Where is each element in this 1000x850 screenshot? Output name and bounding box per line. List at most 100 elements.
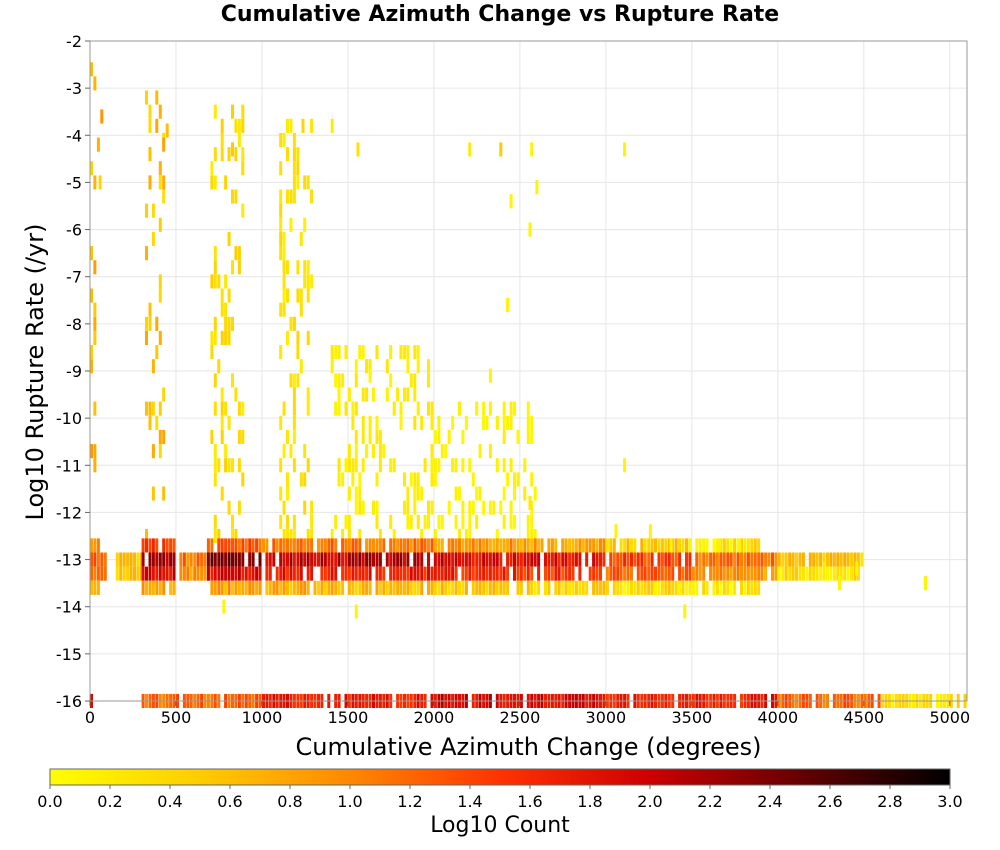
heatmap-cell (447, 538, 451, 553)
heatmap-cell (303, 175, 307, 190)
heatmap-cell (155, 552, 159, 567)
heatmap-cell (196, 552, 200, 567)
heatmap-cell (595, 580, 599, 595)
heatmap-cell (268, 566, 272, 581)
heatmap-cell (433, 552, 437, 567)
heatmap-cell (375, 552, 379, 567)
heatmap-cell (427, 514, 430, 529)
heatmap-cell (234, 147, 238, 162)
heatmap-cell (279, 538, 283, 553)
heatmap-cell (220, 288, 224, 303)
heatmap-cell (237, 401, 241, 416)
heatmap-cell (427, 500, 430, 515)
heatmap-cell (262, 538, 265, 553)
heatmap-cell (647, 580, 651, 595)
heatmap-cell (430, 401, 434, 416)
heatmap-cell (361, 387, 365, 402)
heatmap-cell (399, 538, 403, 553)
heatmap-cell (141, 580, 145, 595)
heatmap-cell (502, 429, 506, 444)
heatmap-cell (361, 458, 365, 473)
heatmap-cell (688, 566, 692, 581)
heatmap-cell (172, 552, 176, 567)
heatmap-cell (220, 147, 224, 162)
heatmap-cell (478, 566, 482, 581)
heatmap-cell (286, 538, 289, 553)
heatmap-cell (568, 566, 572, 581)
heatmap-cell (224, 458, 228, 473)
heatmap-cell (561, 552, 565, 567)
heatmap-cell (217, 580, 221, 595)
heatmap-cell (416, 345, 420, 360)
heatmap-cell (241, 118, 245, 133)
heatmap-cell (241, 580, 245, 595)
heatmap-cell (413, 566, 417, 581)
heatmap-cell (853, 552, 857, 567)
heatmap-cell (657, 566, 661, 581)
heatmap-cell (640, 538, 644, 553)
heatmap-cell (753, 538, 757, 553)
heatmap-cell (839, 566, 843, 581)
heatmap-cell (375, 538, 379, 553)
heatmap-cell (461, 458, 465, 473)
heatmap-cell (189, 566, 193, 581)
heatmap-cell (337, 387, 341, 402)
heatmap-cell (492, 552, 496, 567)
heatmap-cell (344, 401, 348, 416)
heatmap-cell (458, 401, 461, 416)
heatmap-cell (609, 566, 613, 581)
heatmap-cell (399, 345, 403, 360)
heatmap-cell (392, 401, 396, 416)
heatmap-cell (162, 137, 166, 152)
heatmap-cell (139, 566, 143, 581)
heatmap-cell (557, 580, 561, 595)
heatmap-cell (650, 552, 654, 567)
heatmap-cell (303, 552, 307, 567)
heatmap-cell (526, 528, 530, 543)
heatmap-cell (155, 580, 159, 595)
heatmap-cell (413, 387, 417, 402)
heatmap-cell (286, 472, 289, 487)
heatmap-cell (464, 415, 468, 430)
heatmap-cell (282, 246, 286, 261)
heatmap-cell (447, 552, 451, 567)
heatmap-cell (389, 552, 393, 567)
heatmap-cell (334, 373, 338, 388)
heatmap-cell (440, 538, 444, 553)
heatmap-cell (523, 566, 527, 581)
heatmap-cell (623, 142, 627, 157)
heatmap-cell (303, 472, 307, 487)
heatmap-cell (334, 401, 338, 416)
heatmap-cell (119, 566, 123, 581)
heatmap-cell (337, 458, 341, 473)
heatmap-cell (155, 316, 159, 331)
heatmap-cell (523, 538, 527, 553)
x-tick-label: 2500 (500, 708, 541, 727)
heatmap-cell (96, 566, 100, 581)
heatmap-cell (406, 514, 410, 529)
heatmap-cell (499, 580, 503, 595)
heatmap-cell (444, 566, 448, 581)
heatmap-cell (399, 566, 403, 581)
heatmap-cell (151, 444, 155, 459)
heatmap-cell (630, 552, 633, 567)
heatmap-cell (347, 552, 351, 567)
heatmap-cell (396, 538, 400, 553)
heatmap-cell (227, 415, 231, 430)
heatmap-cell (715, 538, 719, 553)
heatmap-cell (365, 387, 369, 402)
heatmap-cell (136, 566, 140, 581)
heatmap-cell (757, 566, 761, 581)
heatmap-cell (255, 538, 259, 553)
heatmap-cell (286, 147, 289, 162)
heatmap-cell (341, 538, 345, 553)
heatmap-cell (224, 274, 228, 289)
heatmap-cell (485, 566, 489, 581)
heatmap-cell (616, 552, 620, 567)
heatmap-cell (337, 472, 341, 487)
heatmap-cell (640, 566, 644, 581)
heatmap-cell (165, 552, 169, 567)
heatmap-cell (96, 137, 100, 152)
heatmap-cell (648, 524, 652, 539)
heatmap-cell (334, 552, 338, 567)
